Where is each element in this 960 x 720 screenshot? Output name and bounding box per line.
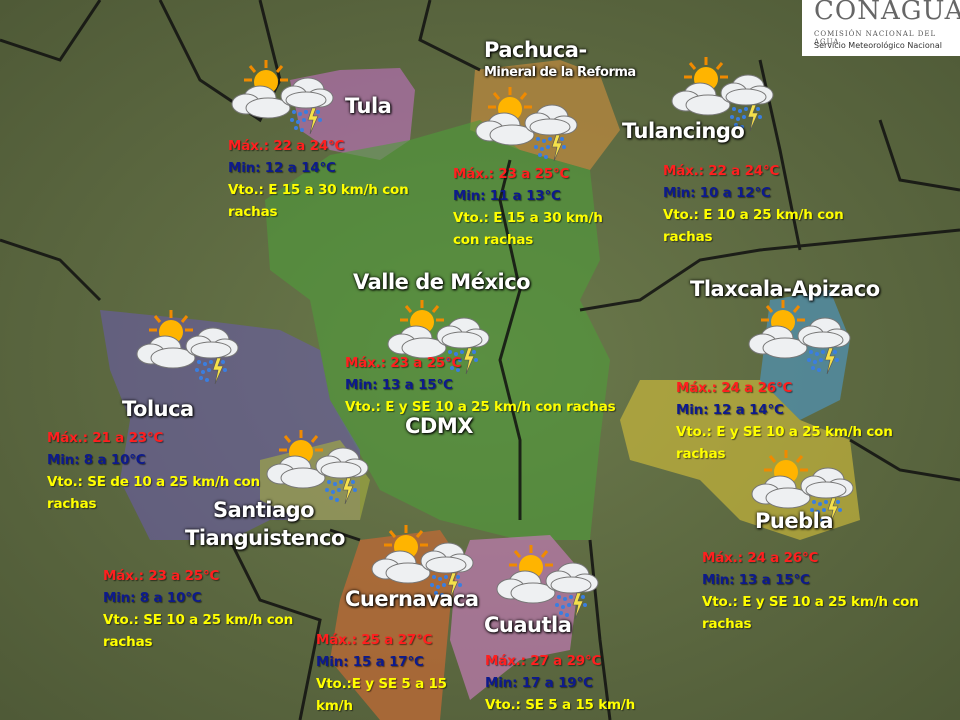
wind-forecast: Vto.: SE de 10 a 25 km/h con rachas xyxy=(47,474,260,512)
forecast-block: Máx.: 21 a 23°C Min: 8 a 10°C Vto.: SE de … xyxy=(47,427,267,515)
forecast-block: Máx.: 23 a 25°C Min: 8 a 10°C Vto.: SE 10 … xyxy=(103,565,333,653)
region-name: Valle de México xyxy=(353,270,531,294)
max-temp: Máx.: 22 a 24°C xyxy=(663,163,780,179)
region-name: Cuernavaca xyxy=(345,587,479,611)
wind-forecast: Vto.: E y SE 10 a 25 km/h con rachas xyxy=(676,424,893,462)
min-temp: Min: 12 a 14°C xyxy=(228,160,336,176)
min-temp: Min: 15 a 17°C xyxy=(316,654,424,670)
max-temp: Máx.: 23 a 25°C xyxy=(453,166,570,182)
region-name: Puebla xyxy=(755,509,834,533)
logo-line2: Servicio Meteorológico Nacional xyxy=(814,41,942,50)
region-subname: CDMX xyxy=(405,414,473,438)
min-temp: Min: 10 a 12°C xyxy=(663,185,771,201)
conagua-logo: CONAGUA COMISIÓN NACIONAL DEL AGUA Servi… xyxy=(802,0,960,56)
wind-forecast: Vto.:E y SE 5 a 15 km/h xyxy=(316,676,447,714)
sun-cloud-storm-icon xyxy=(493,543,603,623)
min-temp: Min: 17 a 19°C xyxy=(485,675,593,691)
sun-cloud-storm-icon xyxy=(133,308,243,388)
region-name: Santiago xyxy=(213,498,315,522)
max-temp: Máx.: 23 a 25°C xyxy=(103,568,220,584)
region-name: Tula xyxy=(345,94,392,118)
max-temp: Máx.: 23 a 25°C xyxy=(345,355,462,371)
logo-line1: COMISIÓN NACIONAL DEL AGUA xyxy=(814,30,937,46)
forecast-block: Máx.: 22 a 24°C Min: 12 a 14°C Vto.: E 15 … xyxy=(228,135,448,223)
region-name: Toluca xyxy=(122,397,194,421)
region-name: Pachuca- xyxy=(484,38,587,62)
wind-forecast: Vto.: E 10 a 25 km/h con rachas xyxy=(663,207,844,245)
region-subname: Mineral de la Reforma xyxy=(484,65,636,80)
forecast-block: Máx.: 22 a 24°C Min: 10 a 12°C Vto.: E 10 … xyxy=(663,160,853,248)
forecast-block: Máx.: 24 a 26°C Min: 12 a 14°C Vto.: E y S… xyxy=(676,377,936,465)
forecast-block: Máx.: 25 a 27°C Min: 15 a 17°C Vto.:E y SE… xyxy=(316,629,486,717)
wind-forecast: Vto.: E 15 a 30 km/h con rachas xyxy=(228,182,409,220)
forecast-block: Máx.: 23 a 25°C Min: 11 a 13°C Vto.: E 15 … xyxy=(453,163,628,251)
wind-forecast: Vto.: SE 5 a 15 km/h xyxy=(485,697,636,713)
min-temp: Min: 12 a 14°C xyxy=(676,402,784,418)
region-subname: Tianguistenco xyxy=(185,526,345,550)
forecast-block: Máx.: 27 a 29°C Min: 17 a 19°C Vto.: SE 5 … xyxy=(485,650,665,716)
region-name: Tlaxcala-Apizaco xyxy=(690,277,880,301)
min-temp: Min: 8 a 10°C xyxy=(47,452,146,468)
sun-cloud-storm-icon xyxy=(745,298,855,378)
max-temp: Máx.: 22 a 24°C xyxy=(228,138,345,154)
region-name: Tulancingo xyxy=(622,119,745,143)
min-temp: Min: 13 a 15°C xyxy=(345,377,453,393)
max-temp: Máx.: 27 a 29°C xyxy=(485,653,602,669)
max-temp: Máx.: 21 a 23°C xyxy=(47,430,164,446)
wind-forecast: Vto.: SE 10 a 25 km/h con rachas xyxy=(103,612,294,650)
min-temp: Min: 8 a 10°C xyxy=(103,590,202,606)
max-temp: Máx.: 25 a 27°C xyxy=(316,632,433,648)
max-temp: Máx.: 24 a 26°C xyxy=(676,380,793,396)
wind-forecast: Vto.: E 15 a 30 km/h con rachas xyxy=(453,210,603,248)
sun-cloud-storm-icon xyxy=(228,58,338,138)
wind-forecast: Vto.: E y SE 10 a 25 km/h con rachas xyxy=(702,594,919,632)
max-temp: Máx.: 24 a 26°C xyxy=(702,550,819,566)
min-temp: Min: 13 a 15°C xyxy=(702,572,810,588)
wind-forecast: Vto.: E y SE 10 a 25 km/h con rachas xyxy=(345,399,616,415)
logo-title: CONAGUA xyxy=(814,0,960,26)
sun-cloud-storm-icon xyxy=(472,85,582,165)
forecast-block: Máx.: 24 a 26°C Min: 13 a 15°C Vto.: E y S… xyxy=(702,547,932,635)
sun-cloud-storm-icon xyxy=(263,428,373,508)
region-name: Cuautla xyxy=(484,613,572,637)
forecast-block: Máx.: 23 a 25°C Min: 13 a 15°C Vto.: E y S… xyxy=(345,352,645,418)
region-valle-mexico xyxy=(265,120,610,540)
min-temp: Min: 11 a 13°C xyxy=(453,188,561,204)
